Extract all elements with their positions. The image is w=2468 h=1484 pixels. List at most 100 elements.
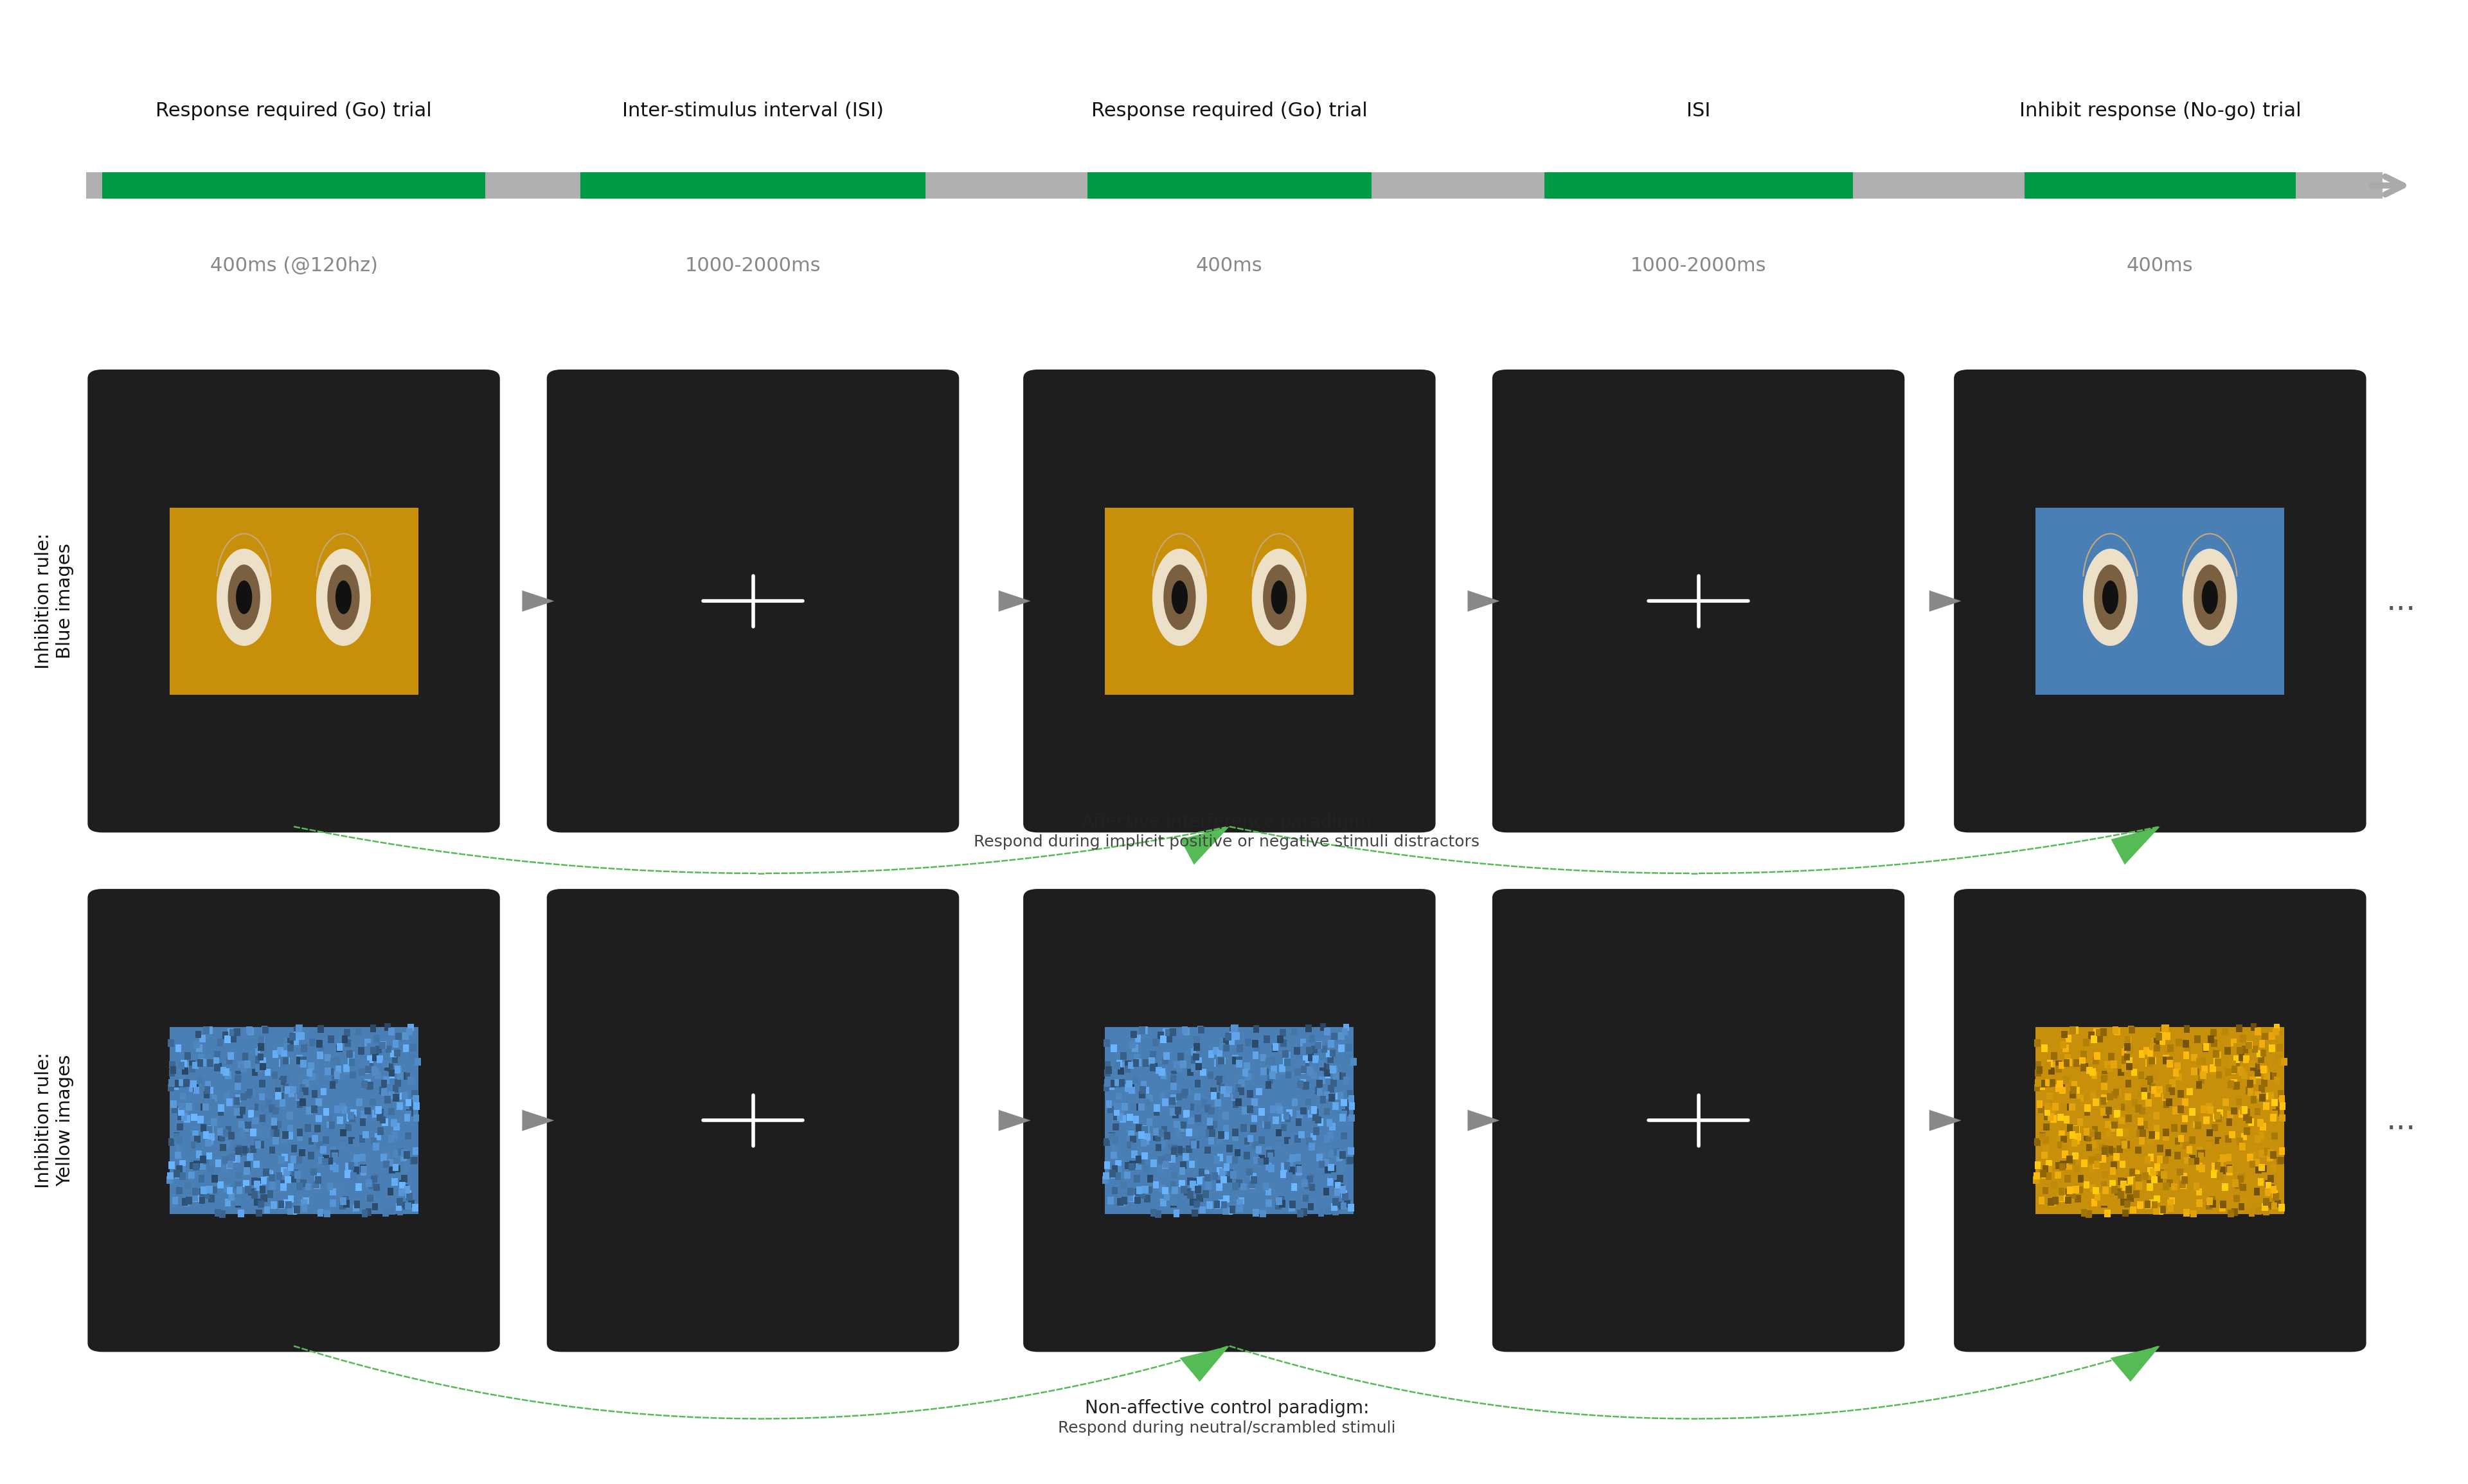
Bar (2258, 1178, 2263, 1186)
Bar (2044, 1123, 2048, 1131)
Bar (1140, 1086, 1145, 1094)
Bar (397, 1189, 405, 1196)
Bar (2224, 1068, 2231, 1076)
Bar (2150, 1073, 2157, 1080)
Bar (400, 1092, 405, 1100)
Bar (230, 1028, 234, 1036)
Bar (2243, 1109, 2248, 1116)
Bar (1232, 1100, 1239, 1109)
Bar (2243, 1113, 2248, 1120)
Bar (2103, 1187, 2108, 1195)
Bar (2263, 1071, 2268, 1079)
Text: Non-affective control paradigm:: Non-affective control paradigm: (1083, 1399, 1370, 1417)
Bar (2100, 1097, 2105, 1104)
Bar (257, 1046, 264, 1054)
Bar (1303, 1061, 1308, 1068)
Bar (360, 1165, 368, 1174)
Bar (175, 1187, 183, 1195)
Bar (2125, 1186, 2132, 1193)
Bar (2273, 1024, 2280, 1031)
Bar (1278, 1028, 1286, 1036)
Bar (2179, 1181, 2187, 1189)
Bar (207, 1137, 215, 1144)
Bar (2093, 1052, 2100, 1060)
Bar (2160, 1206, 2164, 1214)
Bar (2103, 1112, 2108, 1119)
Bar (2246, 1116, 2251, 1123)
Bar (378, 1109, 383, 1116)
Bar (173, 1169, 178, 1177)
Bar (378, 1113, 383, 1120)
Bar (225, 1126, 232, 1134)
Bar (2192, 1114, 2199, 1122)
Bar (267, 1190, 274, 1198)
Bar (2137, 1107, 2145, 1114)
Bar (326, 1120, 333, 1128)
Bar (2268, 1033, 2275, 1040)
Bar (252, 1068, 257, 1076)
Ellipse shape (1172, 580, 1187, 614)
Bar (2263, 1103, 2268, 1110)
Bar (1330, 1079, 1335, 1086)
Bar (1301, 1079, 1306, 1086)
Bar (2125, 1063, 2132, 1070)
Bar (1271, 1043, 1278, 1051)
Bar (2268, 1092, 2273, 1100)
Bar (1155, 1209, 1160, 1217)
Bar (2172, 1183, 2177, 1190)
Bar (1315, 1153, 1323, 1160)
Bar (2068, 1027, 2076, 1034)
Bar (178, 1063, 185, 1070)
Bar (234, 1095, 242, 1103)
Bar (1323, 1109, 1330, 1116)
Bar (1232, 1183, 1239, 1190)
Bar (1348, 1089, 1352, 1097)
Bar (484, 172, 580, 199)
Bar (1266, 1189, 1271, 1196)
Bar (2071, 1086, 2076, 1094)
Polygon shape (2110, 827, 2160, 865)
Bar (1296, 1168, 1301, 1175)
Bar (1162, 1187, 1167, 1195)
Bar (180, 1060, 188, 1067)
Bar (2229, 1067, 2236, 1074)
Ellipse shape (316, 549, 370, 646)
Bar (170, 1027, 417, 1214)
Bar (2155, 1195, 2160, 1204)
Bar (405, 1114, 410, 1122)
Bar (222, 1031, 227, 1039)
Bar (407, 1201, 415, 1208)
Bar (1261, 1068, 1269, 1076)
Polygon shape (1466, 591, 1498, 611)
Bar (2211, 1171, 2216, 1178)
Bar (1207, 1137, 1214, 1144)
Bar (1217, 1132, 1224, 1140)
Bar (2147, 1131, 2155, 1138)
Bar (1236, 1199, 1241, 1206)
Bar (207, 1186, 212, 1193)
Bar (1318, 1076, 1325, 1083)
Bar (2224, 1155, 2231, 1162)
Bar (173, 1106, 178, 1113)
Bar (1283, 1162, 1291, 1169)
Bar (222, 1068, 230, 1076)
Bar (1323, 1159, 1328, 1166)
Bar (412, 1095, 420, 1103)
Bar (2041, 1045, 2046, 1052)
Bar (1325, 1049, 1333, 1058)
Bar (2147, 1057, 2155, 1064)
Bar (380, 1080, 387, 1088)
Bar (2110, 1061, 2118, 1068)
Bar (2241, 1071, 2246, 1079)
Bar (207, 1027, 212, 1034)
Bar (1308, 1107, 1315, 1114)
Bar (2041, 1137, 2048, 1144)
Bar (225, 1141, 230, 1149)
Bar (1229, 1027, 1236, 1034)
Bar (2258, 1055, 2263, 1063)
Bar (1286, 1160, 1293, 1168)
Bar (1192, 1043, 1199, 1051)
Bar (1315, 1080, 1323, 1088)
Bar (210, 1186, 217, 1193)
Bar (1190, 1180, 1195, 1187)
